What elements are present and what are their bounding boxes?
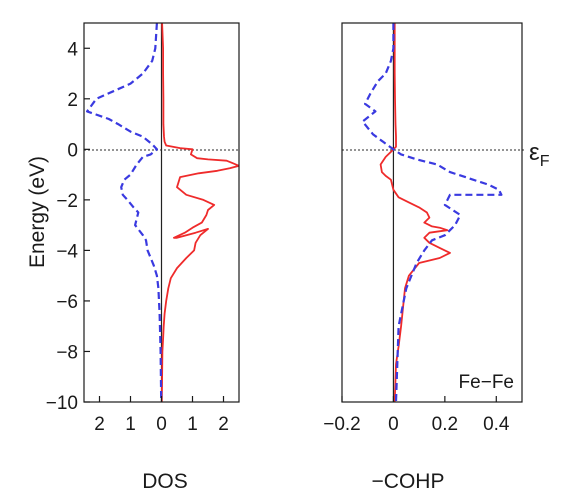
cohp-x-tick-label: −0.2 bbox=[323, 414, 361, 435]
fermi-level-label: εF bbox=[529, 139, 550, 170]
y-axis-label: Energy (eV) bbox=[26, 156, 49, 268]
dos-x-tick-label: 0 bbox=[156, 414, 167, 435]
dos-x-tick-label: 2 bbox=[218, 414, 229, 435]
dos-x-tick-label: 2 bbox=[94, 414, 105, 435]
dos-y-tick-label: −10 bbox=[46, 393, 78, 414]
cohp-x-axis-label: −COHP bbox=[372, 470, 445, 493]
dos-series-solid-line bbox=[160, 23, 239, 402]
dos-y-tick-label: 2 bbox=[67, 90, 78, 111]
cohp-series-solid-line bbox=[379, 23, 451, 402]
cohp-x-tick-label: 0.2 bbox=[432, 414, 458, 435]
dos-y-tick-label: 4 bbox=[67, 39, 78, 60]
dos-y-tick-label: −2 bbox=[56, 191, 78, 212]
cohp-x-tick-label: 0 bbox=[388, 414, 399, 435]
svg-text:εF: εF bbox=[529, 139, 550, 170]
dos-y-tick-label: −6 bbox=[56, 292, 78, 313]
cohp-x-tick-label: 0.4 bbox=[483, 414, 510, 435]
dos-series-dashed-line bbox=[86, 23, 163, 402]
dos-y-tick-label: −8 bbox=[56, 342, 78, 363]
fermi-subscript: F bbox=[540, 153, 550, 170]
fermi-symbol: ε bbox=[529, 139, 540, 166]
cohp-series-dashed-line bbox=[361, 23, 503, 402]
dos-y-tick-label: −4 bbox=[56, 241, 78, 262]
cohp-frame bbox=[341, 22, 523, 403]
dos-x-axis-label: DOS bbox=[142, 470, 188, 493]
bond-label: Fe−Fe bbox=[459, 372, 514, 393]
dos-y-tick-label: 0 bbox=[67, 140, 78, 161]
dos-x-tick-label: 1 bbox=[125, 414, 136, 435]
dos-x-tick-label: 1 bbox=[187, 414, 198, 435]
cohp-panel: −0.2 0 0.2 0.4 Fe−Fe bbox=[323, 22, 524, 435]
